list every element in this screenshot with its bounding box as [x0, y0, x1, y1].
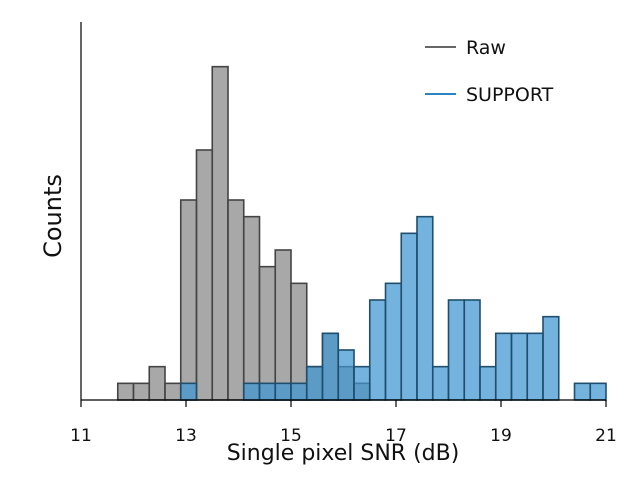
bars-layer	[116, 65, 607, 401]
bar-support-4	[179, 382, 198, 401]
bar-support-12	[305, 365, 324, 401]
bar-raw-1	[132, 382, 151, 401]
bar-support-16	[368, 299, 387, 401]
bar-raw-4	[179, 199, 198, 401]
bar-support-26	[526, 332, 544, 401]
bar-raw-5	[195, 149, 214, 401]
x-tick-label: 17	[385, 426, 407, 446]
legend: Raw SUPPORT	[425, 37, 554, 106]
bar-support-13	[321, 332, 340, 401]
bar-raw-0	[116, 382, 135, 401]
bar-raw-10	[274, 249, 292, 401]
bar-support-27	[542, 315, 560, 401]
bar-support-21	[447, 299, 466, 401]
bar-support-18	[400, 232, 418, 401]
bar-support-11	[290, 382, 308, 401]
legend-label-raw: Raw	[466, 37, 506, 59]
legend-label-support: SUPPORT	[466, 84, 554, 106]
bar-support-25	[510, 332, 529, 401]
x-ticks: 11 13 15 17 19 21	[70, 400, 617, 446]
bar-support-22	[463, 299, 481, 401]
x-tick-label: 21	[595, 426, 617, 446]
bar-support-30	[589, 382, 607, 401]
bar-support-10	[274, 382, 292, 401]
bar-support-29	[573, 382, 592, 401]
bar-raw-8	[242, 215, 261, 401]
bar-raw-9	[258, 265, 277, 401]
x-axis-label: Single pixel SNR (dB)	[227, 441, 460, 466]
x-tick-label: 19	[490, 426, 512, 446]
bar-raw-3	[164, 382, 182, 401]
bar-raw-2	[148, 365, 166, 401]
bar-support-14	[337, 349, 355, 401]
bar-support-23	[479, 365, 497, 401]
bar-support-20	[431, 365, 450, 401]
x-tick-label: 15	[280, 426, 302, 446]
bar-support-19	[416, 215, 434, 401]
bar-support-17	[384, 282, 403, 401]
x-tick-label: 11	[70, 426, 92, 446]
bar-support-8	[242, 382, 261, 401]
x-tick-label: 13	[175, 426, 197, 446]
bar-support-24	[494, 332, 513, 401]
bar-support-9	[258, 382, 277, 401]
bar-raw-7	[227, 199, 245, 401]
bar-raw-11	[290, 282, 308, 401]
bar-support-15	[353, 365, 371, 401]
bar-raw-6	[211, 65, 229, 401]
y-axis-label: Counts	[39, 174, 67, 258]
